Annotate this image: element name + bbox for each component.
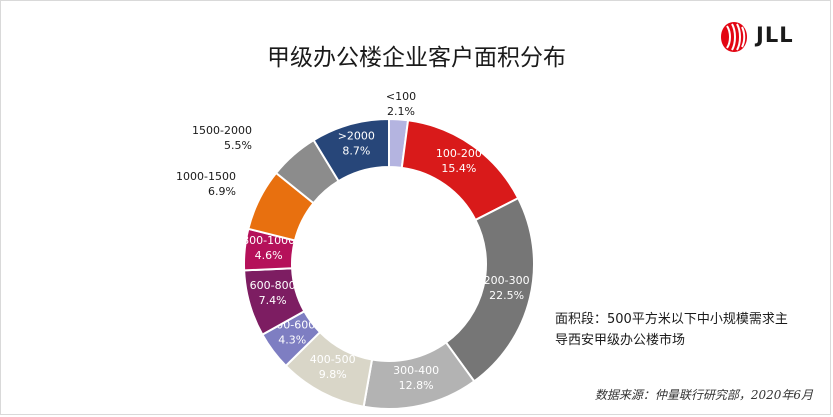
slice-value-<100: 2.1% (387, 105, 415, 118)
slice-label-600-800: 600-800 (250, 279, 296, 292)
data-source: 数据来源：仲量联行研究部，2020年6月 (594, 388, 813, 402)
slice-label-1000-1500: 1000-1500 (176, 170, 236, 183)
slice-label-100-200: 100-200 (436, 147, 482, 160)
slice-value-1000-1500: 6.9% (208, 185, 236, 198)
chart-note: 面积段：500平方米以下中小规模需求主导西安甲级办公楼市场 (555, 312, 788, 348)
slice-value-1500-2000: 5.5% (224, 139, 252, 152)
slice-label-1500-2000: 1500-2000 (192, 124, 252, 137)
slice-label-300-400: 300-400 (393, 364, 439, 377)
slice-label->2000: >2000 (338, 129, 375, 142)
jll-ribbon-icon (718, 21, 750, 53)
slice-value-500-600: 4.3% (278, 334, 306, 347)
jll-logo: JLL (717, 20, 827, 54)
slice-value-200-300: 22.5% (489, 289, 524, 302)
slice-value-400-500: 9.8% (319, 368, 347, 381)
logo-text: JLL (756, 23, 794, 47)
slice-label-200-300: 200-300 (484, 274, 530, 287)
slice-value-600-800: 7.4% (259, 294, 287, 307)
slice-label-400-500: 400-500 (310, 353, 356, 366)
slice-value-300-400: 12.8% (399, 379, 434, 392)
chart-title: 甲级办公楼企业客户面积分布 (267, 45, 566, 71)
slice-label-<100: <100 (386, 90, 416, 103)
slice-value-100-200: 15.4% (441, 162, 476, 175)
donut-slice->2000 (312, 117, 390, 183)
slice-value-800-1000: 4.6% (255, 249, 283, 262)
slice-value->2000: 8.7% (342, 144, 370, 157)
